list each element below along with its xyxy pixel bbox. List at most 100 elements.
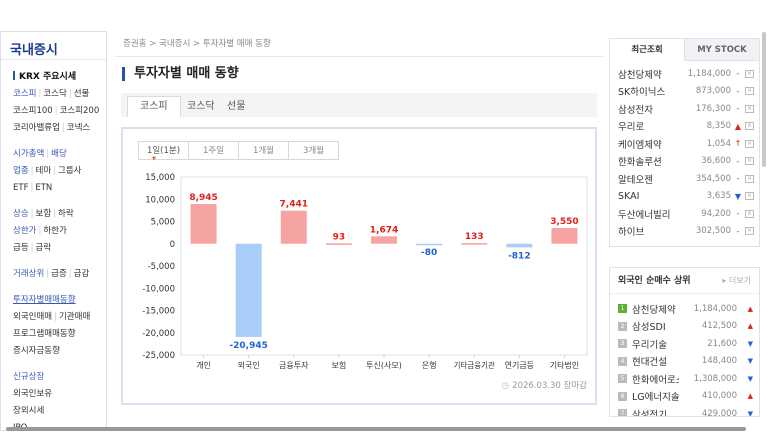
- sidebar-link[interactable]: 코넥스: [66, 123, 91, 133]
- sidebar-link[interactable]: IPO: [13, 423, 27, 430]
- sidebar-link[interactable]: 코스피200: [59, 106, 100, 116]
- remove-icon[interactable]: ×: [745, 139, 754, 148]
- remove-icon[interactable]: ×: [745, 104, 754, 113]
- recent-item[interactable]: 삼성전자 176,300- ×: [610, 100, 759, 118]
- separator: |: [38, 226, 42, 236]
- more-link[interactable]: ▸ 더보기: [722, 276, 751, 285]
- period-tab-3m[interactable]: 3개월: [288, 141, 339, 160]
- sidebar-link[interactable]: 증시자금동향: [13, 346, 60, 356]
- sidebar-link[interactable]: 프로그램매매동향: [13, 329, 76, 339]
- sidebar-link[interactable]: 급감: [73, 269, 90, 279]
- tab-kosdaq[interactable]: 코스닥: [187, 101, 215, 112]
- foreign-item[interactable]: 6 LG에너지솔… 410,000 ▲: [610, 388, 759, 406]
- sidebar-link[interactable]: 하락: [58, 209, 74, 219]
- tab-futures[interactable]: 선물: [227, 101, 246, 112]
- sidebar-link[interactable]: 급증: [51, 269, 67, 279]
- remove-icon[interactable]: ×: [745, 122, 754, 131]
- stock-name[interactable]: 삼성전기: [632, 409, 667, 417]
- stock-name[interactable]: 삼천당제약: [632, 304, 676, 316]
- sidebar-link[interactable]: 장외시세: [13, 406, 45, 416]
- breadcrumb-item[interactable]: 증권홈: [123, 39, 147, 49]
- sidebar-link[interactable]: 코스닥: [43, 89, 67, 99]
- stock-name[interactable]: SKAI: [618, 190, 640, 202]
- sidebar-link[interactable]: 테마: [35, 166, 52, 176]
- sidebar-link[interactable]: 선물: [73, 89, 90, 99]
- sidebar-link[interactable]: 상한가: [13, 226, 37, 236]
- clock-icon: ◷: [502, 381, 510, 391]
- recent-item[interactable]: 알테오젠 354,500- ×: [610, 170, 759, 188]
- stock-name[interactable]: 삼성SDI: [632, 322, 666, 334]
- recent-item[interactable]: SKAI 3,635 ▼ ×: [610, 188, 759, 206]
- data-label: 8,945: [189, 193, 217, 203]
- sidebar-link[interactable]: 시가총액: [13, 149, 45, 159]
- recent-item[interactable]: 하이브 302,500- ×: [610, 223, 759, 241]
- data-label: 7,441: [280, 200, 308, 210]
- recent-item[interactable]: SK하이닉스 873,000- ×: [610, 83, 759, 101]
- remove-icon[interactable]: ×: [745, 69, 754, 78]
- separator: |: [68, 89, 72, 99]
- sidebar-link[interactable]: 외국인보유: [13, 389, 53, 399]
- stock-name[interactable]: 현대건설: [632, 357, 667, 369]
- sidebar-link[interactable]: 급등: [13, 243, 29, 253]
- foreign-item[interactable]: 7 삼성전기 429,000 ▼: [610, 405, 759, 417]
- remove-icon[interactable]: ×: [745, 209, 754, 218]
- sidebar-link[interactable]: 코리아밸류업: [13, 123, 60, 133]
- stock-name[interactable]: 한화솔루션: [618, 157, 662, 169]
- stock-name[interactable]: 한화에어로스…: [632, 374, 679, 386]
- sidebar-link[interactable]: 코스피: [13, 89, 37, 99]
- x-tick-label: 연기금등: [505, 361, 534, 370]
- sidebar-link[interactable]: 하한가: [43, 226, 67, 236]
- foreign-item[interactable]: 3 우리기술 21,600 ▼: [610, 335, 759, 353]
- tab-recent[interactable]: 최근조회: [631, 45, 663, 55]
- recent-item[interactable]: 삼천당제약 1,184,000- ×: [610, 65, 759, 83]
- remove-icon[interactable]: ×: [745, 192, 754, 201]
- stock-name[interactable]: 삼천당제약: [618, 69, 662, 81]
- chart-panel: 1일(1분) 1주일 1개월 3개월 ▼ 15,000 10,000 5,000 0 -5…: [121, 127, 597, 405]
- sidebar-link[interactable]: 코스피100: [13, 106, 53, 116]
- stock-name[interactable]: LG에너지솔…: [632, 392, 679, 404]
- breadcrumb-item[interactable]: 투자자별 매매 동향: [202, 39, 271, 49]
- tab-kospi[interactable]: 코스피: [127, 96, 181, 117]
- remove-icon[interactable]: ×: [745, 174, 754, 183]
- recent-item[interactable]: 우리로 8,350 ▲ ×: [610, 118, 759, 136]
- breadcrumb-item[interactable]: 국내증시: [159, 39, 191, 49]
- sidebar-link[interactable]: 외국인매매: [13, 312, 53, 322]
- sidebar-link[interactable]: 업종: [13, 166, 29, 176]
- sidebar-link[interactable]: 투자자별매매동향: [13, 295, 76, 305]
- period-tab-1m[interactable]: 1개월: [238, 141, 289, 160]
- vertical-scrollbar[interactable]: [762, 32, 766, 167]
- separator: |: [68, 269, 72, 279]
- sidebar-link[interactable]: 거래상위: [13, 269, 45, 279]
- sidebar-link[interactable]: 기관매매: [58, 312, 91, 322]
- stock-name[interactable]: 하이브: [618, 227, 645, 239]
- stock-name[interactable]: 삼성전자: [618, 104, 653, 116]
- sidebar-link[interactable]: 그룹사: [58, 166, 82, 176]
- foreign-item[interactable]: 1 삼천당제약 1,184,000 ▲: [610, 300, 759, 318]
- remove-icon[interactable]: ×: [745, 157, 754, 166]
- foreign-item[interactable]: 2 삼성SDI 412,500 ▲: [610, 318, 759, 336]
- sidebar-link[interactable]: 상승: [13, 209, 29, 219]
- sidebar-link[interactable]: ETF: [13, 183, 29, 193]
- sidebar-row: 코스피 | 코스닥 | 선물: [13, 86, 98, 103]
- stock-name[interactable]: 우리로: [618, 122, 645, 134]
- period-tab-1w[interactable]: 1주일: [188, 141, 239, 160]
- foreign-item[interactable]: 5 한화에어로스… 1,308,000 ▼: [610, 370, 759, 388]
- stock-name[interactable]: 우리기술: [632, 339, 667, 351]
- stock-name[interactable]: 케이엠제약: [618, 139, 662, 151]
- sidebar-link[interactable]: 배당: [51, 149, 67, 159]
- remove-icon[interactable]: ×: [745, 227, 754, 236]
- stock-name[interactable]: 두산에너빌리티: [618, 209, 671, 221]
- horizontal-scrollbar[interactable]: [6, 427, 746, 431]
- sidebar-link[interactable]: 급락: [35, 243, 52, 253]
- stock-name[interactable]: SK하이닉스: [618, 87, 666, 99]
- sidebar-link[interactable]: 보합: [35, 209, 52, 219]
- remove-icon[interactable]: ×: [745, 87, 754, 96]
- sidebar-link[interactable]: ETN: [35, 183, 53, 193]
- stock-name[interactable]: 알테오젠: [618, 174, 653, 186]
- recent-item[interactable]: 두산에너빌리티 94,200-×: [610, 205, 759, 223]
- foreign-item[interactable]: 4 현대건설 148,400 ▼: [610, 353, 759, 371]
- tab-my-stock[interactable]: MY STOCK: [684, 39, 759, 61]
- recent-item[interactable]: 케이엠제약 1,054 ↑ ×: [610, 135, 759, 153]
- sidebar-link[interactable]: 신규상장: [13, 372, 45, 382]
- recent-item[interactable]: 한화솔루션 36,600- ×: [610, 153, 759, 171]
